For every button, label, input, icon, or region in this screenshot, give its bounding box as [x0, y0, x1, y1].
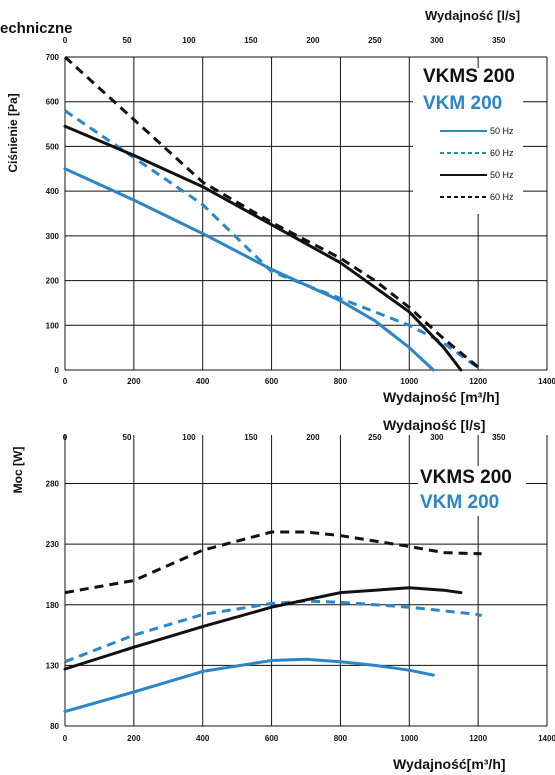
power-x-tick: 0: [63, 734, 68, 743]
power-y-tick: 280: [46, 480, 60, 489]
power-top-tick: 300: [430, 433, 444, 442]
power-top-tick: 250: [368, 433, 382, 442]
pressure-y-tick: 400: [46, 187, 60, 196]
pressure-y-tick: 200: [46, 277, 60, 286]
pressure-y-tick: 300: [46, 232, 60, 241]
pressure-y-tick: 500: [46, 142, 60, 151]
power-model-blue: VKM 200: [420, 492, 499, 513]
power-top-tick: 50: [123, 433, 132, 442]
section-header: echniczne: [0, 20, 73, 37]
power-legend-bg: [418, 466, 526, 516]
power-x-tick: 1200: [469, 734, 487, 743]
pressure-legend-bg: [413, 68, 523, 214]
pressure-y-axis-label: Ciśnienie [Pa]: [6, 93, 20, 172]
pressure-model-blue: VKM 200: [423, 93, 502, 114]
pressure-y-tick: 0: [55, 366, 60, 375]
pressure-x-tick: 200: [127, 377, 141, 386]
power-x-tick: 1000: [400, 734, 418, 743]
power-y-tick: 230: [46, 540, 60, 549]
pressure-series-3: [63, 55, 483, 372]
pressure-top-tick: 200: [306, 36, 320, 45]
pressure-top-tick: 350: [492, 36, 506, 45]
pressure-ticks: 0 200 400 600 800 1000 1200 1400010020030040050…: [46, 36, 555, 386]
power-ticks: 0 200 400 600 800 1000 1200 1400 80 130 180 230 280 0…: [46, 433, 555, 743]
pressure-top-tick: 250: [368, 36, 382, 45]
pressure-y-tick: 100: [46, 321, 60, 330]
legend-label-2: 50 Hz: [490, 170, 514, 180]
power-x-tick: 600: [265, 734, 279, 743]
power-series-3: [64, 530, 482, 595]
power-x-axis-label: Wydajność[m³/h]: [393, 756, 506, 772]
power-top-tick: 150: [244, 433, 258, 442]
pressure-y-tick: 700: [46, 53, 60, 62]
power-y-tick: 80: [50, 722, 59, 731]
pressure-x-axis-label: Wydajność [m³/h]: [383, 389, 499, 405]
pressure-x-tick: 1000: [400, 377, 418, 386]
power-x-tick: 200: [127, 734, 141, 743]
legend-label-0: 50 Hz: [490, 126, 514, 136]
pressure-top-axis-label: Wydajność [l/s]: [425, 8, 520, 23]
pressure-x-tick: 400: [196, 377, 210, 386]
power-top-tick: 0: [63, 433, 68, 442]
pressure-top-tick: 50: [123, 36, 132, 45]
power-x-tick: 400: [196, 734, 210, 743]
power-series: [63, 530, 483, 713]
pressure-top-tick: 100: [182, 36, 196, 45]
pressure-series-0: [63, 167, 435, 372]
power-chart: 0 200 400 600 800 1000 1200 1400 80 130 180 230 280 0…: [11, 417, 555, 772]
pressure-x-tick: 1400: [538, 377, 555, 386]
pressure-x-tick: 0: [63, 377, 68, 386]
legend-label-3: 60 Hz: [490, 192, 514, 202]
power-y-tick: 130: [46, 661, 60, 670]
power-y-axis-label: Moc [W]: [11, 447, 25, 494]
pressure-top-tick: 300: [430, 36, 444, 45]
pressure-top-tick: 150: [244, 36, 258, 45]
pressure-series: [63, 55, 483, 372]
pressure-chart: 0 200 400 600 800 1000 1200 1400010020030040050…: [6, 8, 555, 405]
power-top-tick: 350: [492, 433, 506, 442]
power-series-1: [64, 599, 483, 664]
power-top-tick: 200: [306, 433, 320, 442]
power-top-tick: 100: [182, 433, 196, 442]
pressure-series-2: [63, 124, 463, 372]
pressure-legend: 50 Hz 60 Hz 50 Hz 60 Hz: [440, 126, 514, 202]
power-y-tick: 180: [46, 601, 60, 610]
power-x-tick: 1400: [538, 734, 555, 743]
legend-label-1: 60 Hz: [490, 148, 514, 158]
power-top-axis-label: Wydajność [l/s]: [383, 417, 485, 433]
power-series-2: [63, 586, 463, 671]
pressure-x-tick: 1200: [469, 377, 487, 386]
pressure-top-tick: 0: [63, 36, 68, 45]
power-x-tick: 800: [334, 734, 348, 743]
pressure-model-black: VKMS 200: [423, 66, 515, 87]
pressure-y-tick: 600: [46, 98, 60, 107]
pressure-x-tick: 600: [265, 377, 279, 386]
power-model-black: VKMS 200: [420, 467, 512, 488]
power-series-0: [63, 657, 435, 713]
pressure-x-tick: 800: [334, 377, 348, 386]
